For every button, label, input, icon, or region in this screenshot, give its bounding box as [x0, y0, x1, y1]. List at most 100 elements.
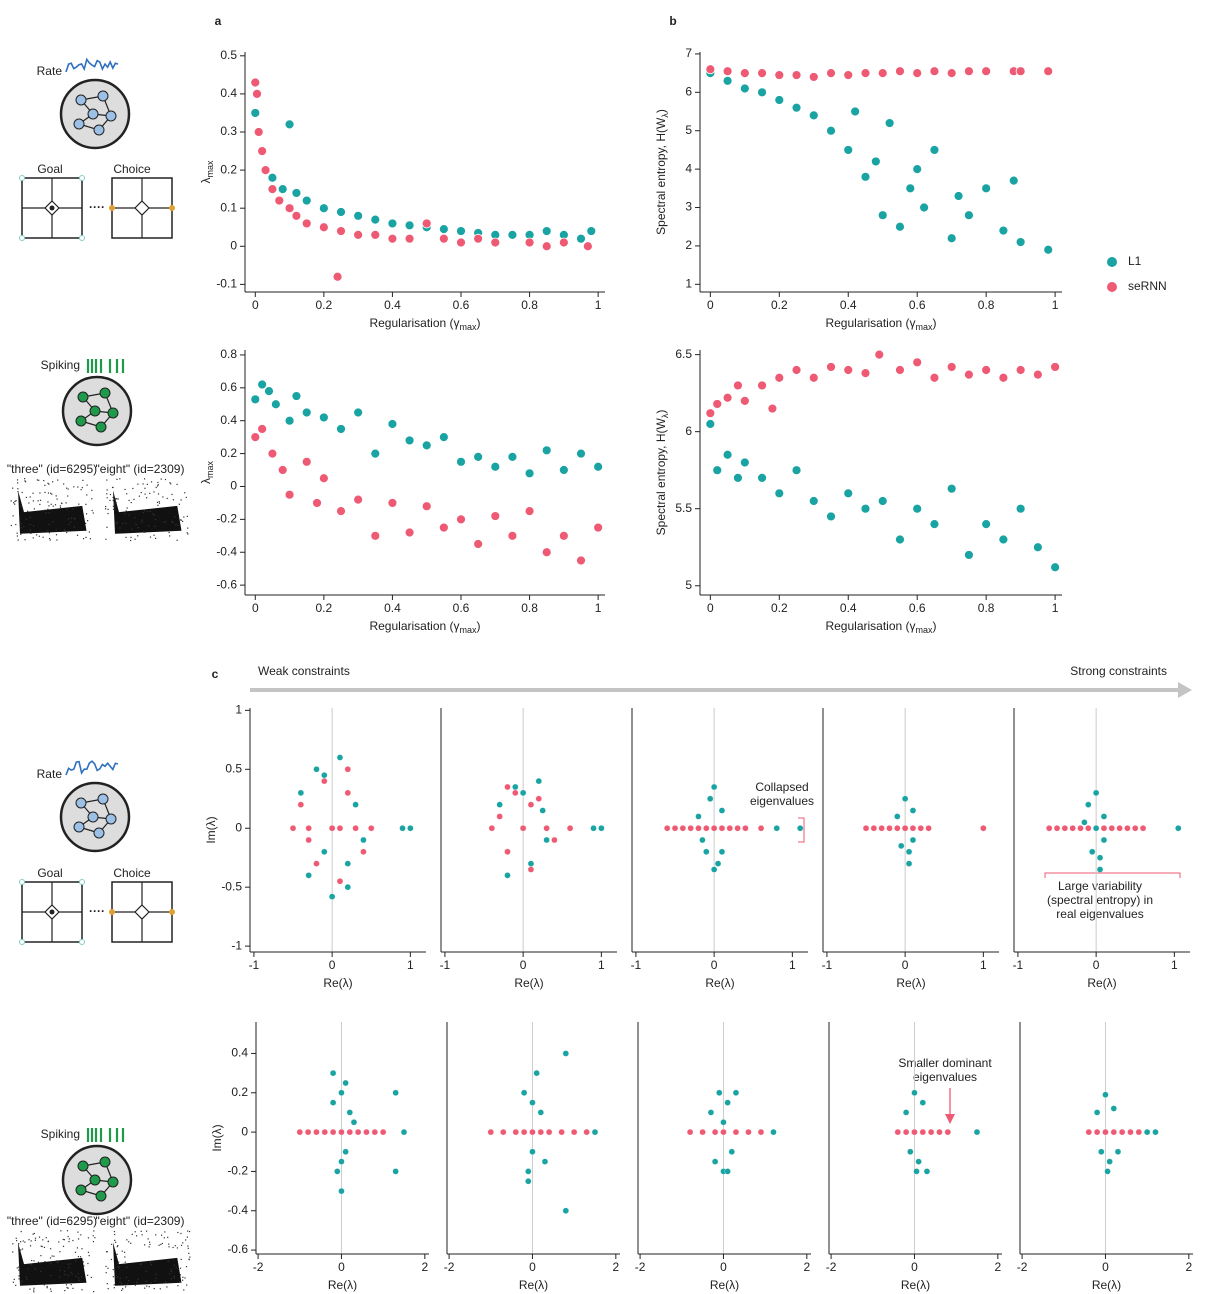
- raster-dot: [116, 1246, 118, 1248]
- point: [870, 156, 881, 167]
- dominant-arrowhead: [945, 1114, 955, 1124]
- raster-dot: [169, 535, 171, 537]
- raster-dot: [188, 1230, 191, 1233]
- grid-corner: [169, 909, 175, 915]
- point: [895, 365, 905, 375]
- variability-bracket: [1044, 872, 1181, 878]
- point: [360, 848, 367, 855]
- point: [583, 1128, 590, 1136]
- y-tick-label: -0.6: [227, 1242, 248, 1256]
- label-part: max: [205, 160, 215, 178]
- network-node: [99, 1156, 111, 1168]
- raster-dot: [118, 1267, 120, 1269]
- label-part: λ: [199, 478, 213, 484]
- point: [456, 237, 466, 248]
- point: [284, 415, 295, 426]
- point: [267, 448, 278, 459]
- weak-label: Weak constraints: [258, 664, 350, 678]
- raster-dot: [48, 483, 50, 485]
- raster-dot: [92, 1241, 95, 1243]
- raster-dot: [45, 1237, 47, 1239]
- point: [981, 183, 992, 194]
- raster-dot: [186, 515, 188, 517]
- raster-blob: [113, 1242, 182, 1286]
- point: [321, 1128, 328, 1136]
- point: [720, 1128, 727, 1136]
- rate-label: Rate: [37, 767, 63, 781]
- raster-dot: [67, 488, 69, 490]
- point: [336, 506, 346, 517]
- point: [541, 445, 552, 456]
- raster-dot: [42, 1239, 44, 1241]
- raster-dot: [117, 1266, 119, 1268]
- grid-ellipsis: ····: [89, 200, 105, 214]
- point: [774, 372, 785, 383]
- grid-corner: [19, 939, 25, 945]
- point: [253, 127, 264, 137]
- raster-dot: [72, 1239, 74, 1242]
- raster-dot: [150, 481, 153, 483]
- grid-diamond: [134, 904, 150, 920]
- raster-dot: [141, 1234, 143, 1236]
- point: [917, 825, 924, 832]
- point: [850, 106, 861, 117]
- raster-dot: [175, 524, 177, 526]
- point: [496, 813, 503, 820]
- raster-dot: [18, 1266, 20, 1268]
- point: [529, 1099, 536, 1106]
- raster-dot: [157, 481, 159, 484]
- point: [699, 836, 706, 844]
- raster-dot: [149, 492, 151, 494]
- y-tick-label: 0.5: [225, 761, 242, 775]
- network-node: [95, 1190, 107, 1202]
- raster-dot: [173, 1264, 176, 1266]
- point: [946, 233, 957, 244]
- point: [919, 1099, 926, 1106]
- raster-dot: [70, 521, 72, 523]
- raster-dot: [65, 1284, 68, 1286]
- raster-dot: [187, 533, 189, 535]
- point: [250, 108, 261, 118]
- raster-blob: [18, 1242, 87, 1286]
- point: [404, 527, 415, 538]
- raster-dot: [152, 513, 154, 515]
- point: [998, 534, 1009, 545]
- raster-dot: [145, 1270, 147, 1272]
- point: [456, 514, 466, 525]
- rate-label: Rate: [37, 64, 63, 78]
- point: [541, 226, 552, 236]
- raster-dot: [148, 1286, 150, 1288]
- point: [757, 825, 765, 832]
- point: [264, 386, 274, 397]
- raster-dot: [180, 1232, 182, 1235]
- point: [297, 801, 304, 808]
- raster-dot: [31, 1259, 33, 1262]
- raster-dot: [112, 1276, 114, 1278]
- point: [712, 465, 723, 476]
- point: [558, 465, 569, 475]
- point: [363, 1128, 370, 1136]
- point: [946, 68, 957, 79]
- raster-dot: [182, 1279, 184, 1281]
- label-part: max: [460, 625, 478, 635]
- raster-dot: [153, 514, 155, 516]
- raster-dot: [187, 1245, 189, 1247]
- raster-dot: [106, 497, 108, 499]
- label-part: Re(λ): [901, 1278, 930, 1292]
- point: [1106, 1158, 1113, 1165]
- raster-dot: [144, 493, 146, 495]
- raster-dot: [155, 1277, 157, 1279]
- x-tick-label: -1: [440, 958, 451, 972]
- point: [342, 1148, 349, 1155]
- raster-dot: [59, 505, 61, 507]
- network-node: [93, 124, 105, 136]
- raster-dot: [170, 1269, 172, 1271]
- raster-dot: [75, 1275, 77, 1277]
- raster-dot: [91, 509, 93, 512]
- x-tick-label: 0: [1102, 1260, 1109, 1274]
- point: [257, 379, 268, 390]
- raster-dot: [185, 1266, 188, 1268]
- point: [297, 789, 304, 797]
- point: [404, 220, 415, 231]
- raster-dot: [44, 491, 46, 494]
